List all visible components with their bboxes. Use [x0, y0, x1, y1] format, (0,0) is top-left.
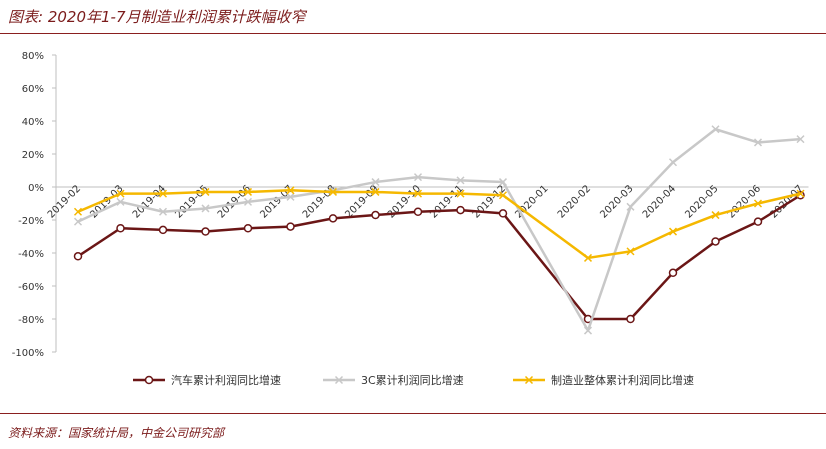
- data-point: [711, 237, 720, 246]
- data-point: [456, 205, 465, 215]
- data-point: [158, 207, 168, 216]
- legend-item: 汽车累计利润同比增速: [133, 373, 281, 387]
- data-point: [711, 211, 720, 220]
- source-note: 资料来源：国家统计局，中金公司研究部: [8, 426, 225, 440]
- data-point: [456, 189, 465, 198]
- y-tick-label: 60%: [22, 84, 44, 95]
- y-axis: 80% 60% 40% 20% 0% -20% -40% -60% -80% -100%: [12, 51, 57, 359]
- data-point: [286, 186, 295, 195]
- y-tick-label: 40%: [22, 117, 44, 128]
- y-tick-label: -80%: [18, 315, 44, 326]
- data-point: [711, 125, 720, 134]
- y-tick-label: -40%: [18, 249, 44, 260]
- series-1: [73, 191, 805, 324]
- data-point: [243, 187, 253, 196]
- legend-marker: [524, 375, 534, 385]
- series-2: [73, 125, 805, 335]
- x-tick-label: 2019-04: [131, 183, 168, 220]
- data-point: [73, 207, 83, 216]
- data-point: [413, 173, 423, 182]
- data-point: [668, 268, 678, 278]
- series-3: [73, 186, 805, 262]
- data-point: [498, 191, 508, 200]
- legend-label: 3C累计利润同比增速: [361, 373, 464, 387]
- data-point: [328, 187, 338, 196]
- x-tick-label: 2019-05: [173, 183, 210, 220]
- data-point: [286, 192, 295, 201]
- legend-marker: [144, 375, 154, 385]
- data-point: [116, 189, 125, 198]
- legend-item: 制造业整体累计利润同比增速: [513, 373, 694, 387]
- data-point: [158, 189, 168, 198]
- x-tick-label: 2020-03: [598, 183, 635, 220]
- x-tick-label: 2019-11: [428, 183, 465, 220]
- data-point: [328, 214, 338, 223]
- data-point: [796, 135, 805, 144]
- x-tick-label: 2020-07: [768, 183, 805, 220]
- x-tick-label: 2020-02: [556, 183, 593, 220]
- data-point: [753, 138, 763, 147]
- data-point: [413, 189, 423, 198]
- data-point: [116, 224, 125, 233]
- x-tick-label: 2019-02: [46, 183, 83, 220]
- data-point: [498, 209, 508, 218]
- data-point: [626, 314, 635, 324]
- data-point: [73, 252, 83, 261]
- chart-title: 图表: 2020年1-7月制造业利润累计跌幅收窄: [8, 8, 306, 26]
- data-point: [796, 189, 805, 198]
- legend-item: 3C累计利润同比增速: [323, 373, 464, 387]
- data-point: [668, 227, 678, 236]
- data-point: [158, 225, 168, 235]
- data-point: [753, 199, 763, 208]
- legend-label: 制造业整体累计利润同比增速: [551, 373, 694, 387]
- y-tick-label: -60%: [18, 282, 44, 293]
- data-point: [583, 253, 593, 262]
- y-tick-label: -20%: [18, 216, 44, 227]
- footer-divider: [0, 413, 826, 414]
- data-point: [201, 227, 210, 236]
- data-point: [498, 178, 508, 187]
- data-point: [201, 187, 210, 196]
- legend-label: 汽车累计利润同比增速: [171, 373, 281, 387]
- data-point: [243, 224, 253, 233]
- data-point: [456, 176, 465, 185]
- data-point: [243, 197, 253, 206]
- y-tick-label: 20%: [22, 150, 44, 161]
- data-point: [668, 158, 678, 167]
- data-point: [583, 326, 593, 335]
- data-point: [626, 202, 635, 211]
- y-tick-label: 0%: [28, 183, 44, 194]
- data-point: [626, 247, 635, 256]
- data-point: [413, 207, 423, 216]
- legend: 汽车累计利润同比增速 3C累计利润同比增速 制造业整体累计利润同比增速: [133, 373, 694, 387]
- data-point: [116, 197, 125, 206]
- data-point: [371, 210, 380, 220]
- data-point: [73, 217, 83, 226]
- legend-marker: [334, 375, 344, 385]
- data-point: [371, 187, 380, 196]
- title-divider: [0, 33, 826, 34]
- y-tick-label: -100%: [12, 348, 44, 359]
- line-chart: 80% 60% 40% 20% 0% -20% -40% -60% -80% -100% 2019…: [12, 51, 809, 387]
- data-point: [201, 204, 210, 213]
- data-point: [753, 217, 763, 226]
- series-group: [73, 125, 805, 335]
- y-tick-label: 80%: [22, 51, 44, 62]
- data-point: [371, 178, 380, 187]
- data-point: [286, 222, 295, 231]
